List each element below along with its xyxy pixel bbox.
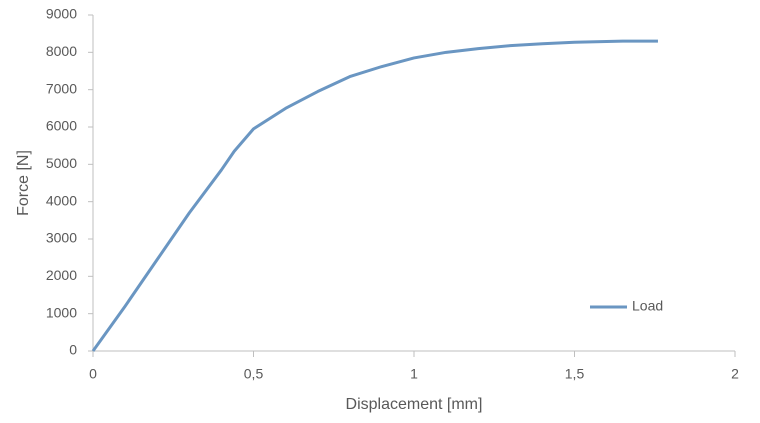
y-tick-label: 6000	[46, 118, 77, 134]
x-tick-label: 0	[89, 366, 97, 382]
y-tick-label: 3000	[46, 230, 77, 246]
x-axis-title: Displacement [mm]	[346, 396, 483, 413]
y-tick-label: 5000	[46, 155, 77, 171]
y-tick-label: 0	[69, 342, 77, 358]
x-tick-label: 2	[731, 366, 739, 382]
y-tick-label: 1000	[46, 304, 77, 320]
y-tick-label: 8000	[46, 43, 77, 59]
x-tick-label: 0,5	[244, 366, 264, 382]
y-axis-title: Force [N]	[15, 150, 32, 216]
y-tick-label: 4000	[46, 192, 77, 208]
data-line	[91, 39, 658, 352]
y-tick-label: 9000	[46, 6, 77, 22]
y-tick-label: 2000	[46, 267, 77, 283]
x-tick-label: 1,5	[565, 366, 585, 382]
legend-label: Load	[632, 298, 663, 314]
y-tick-label: 7000	[46, 80, 77, 96]
x-tick-label: 1	[410, 366, 418, 382]
